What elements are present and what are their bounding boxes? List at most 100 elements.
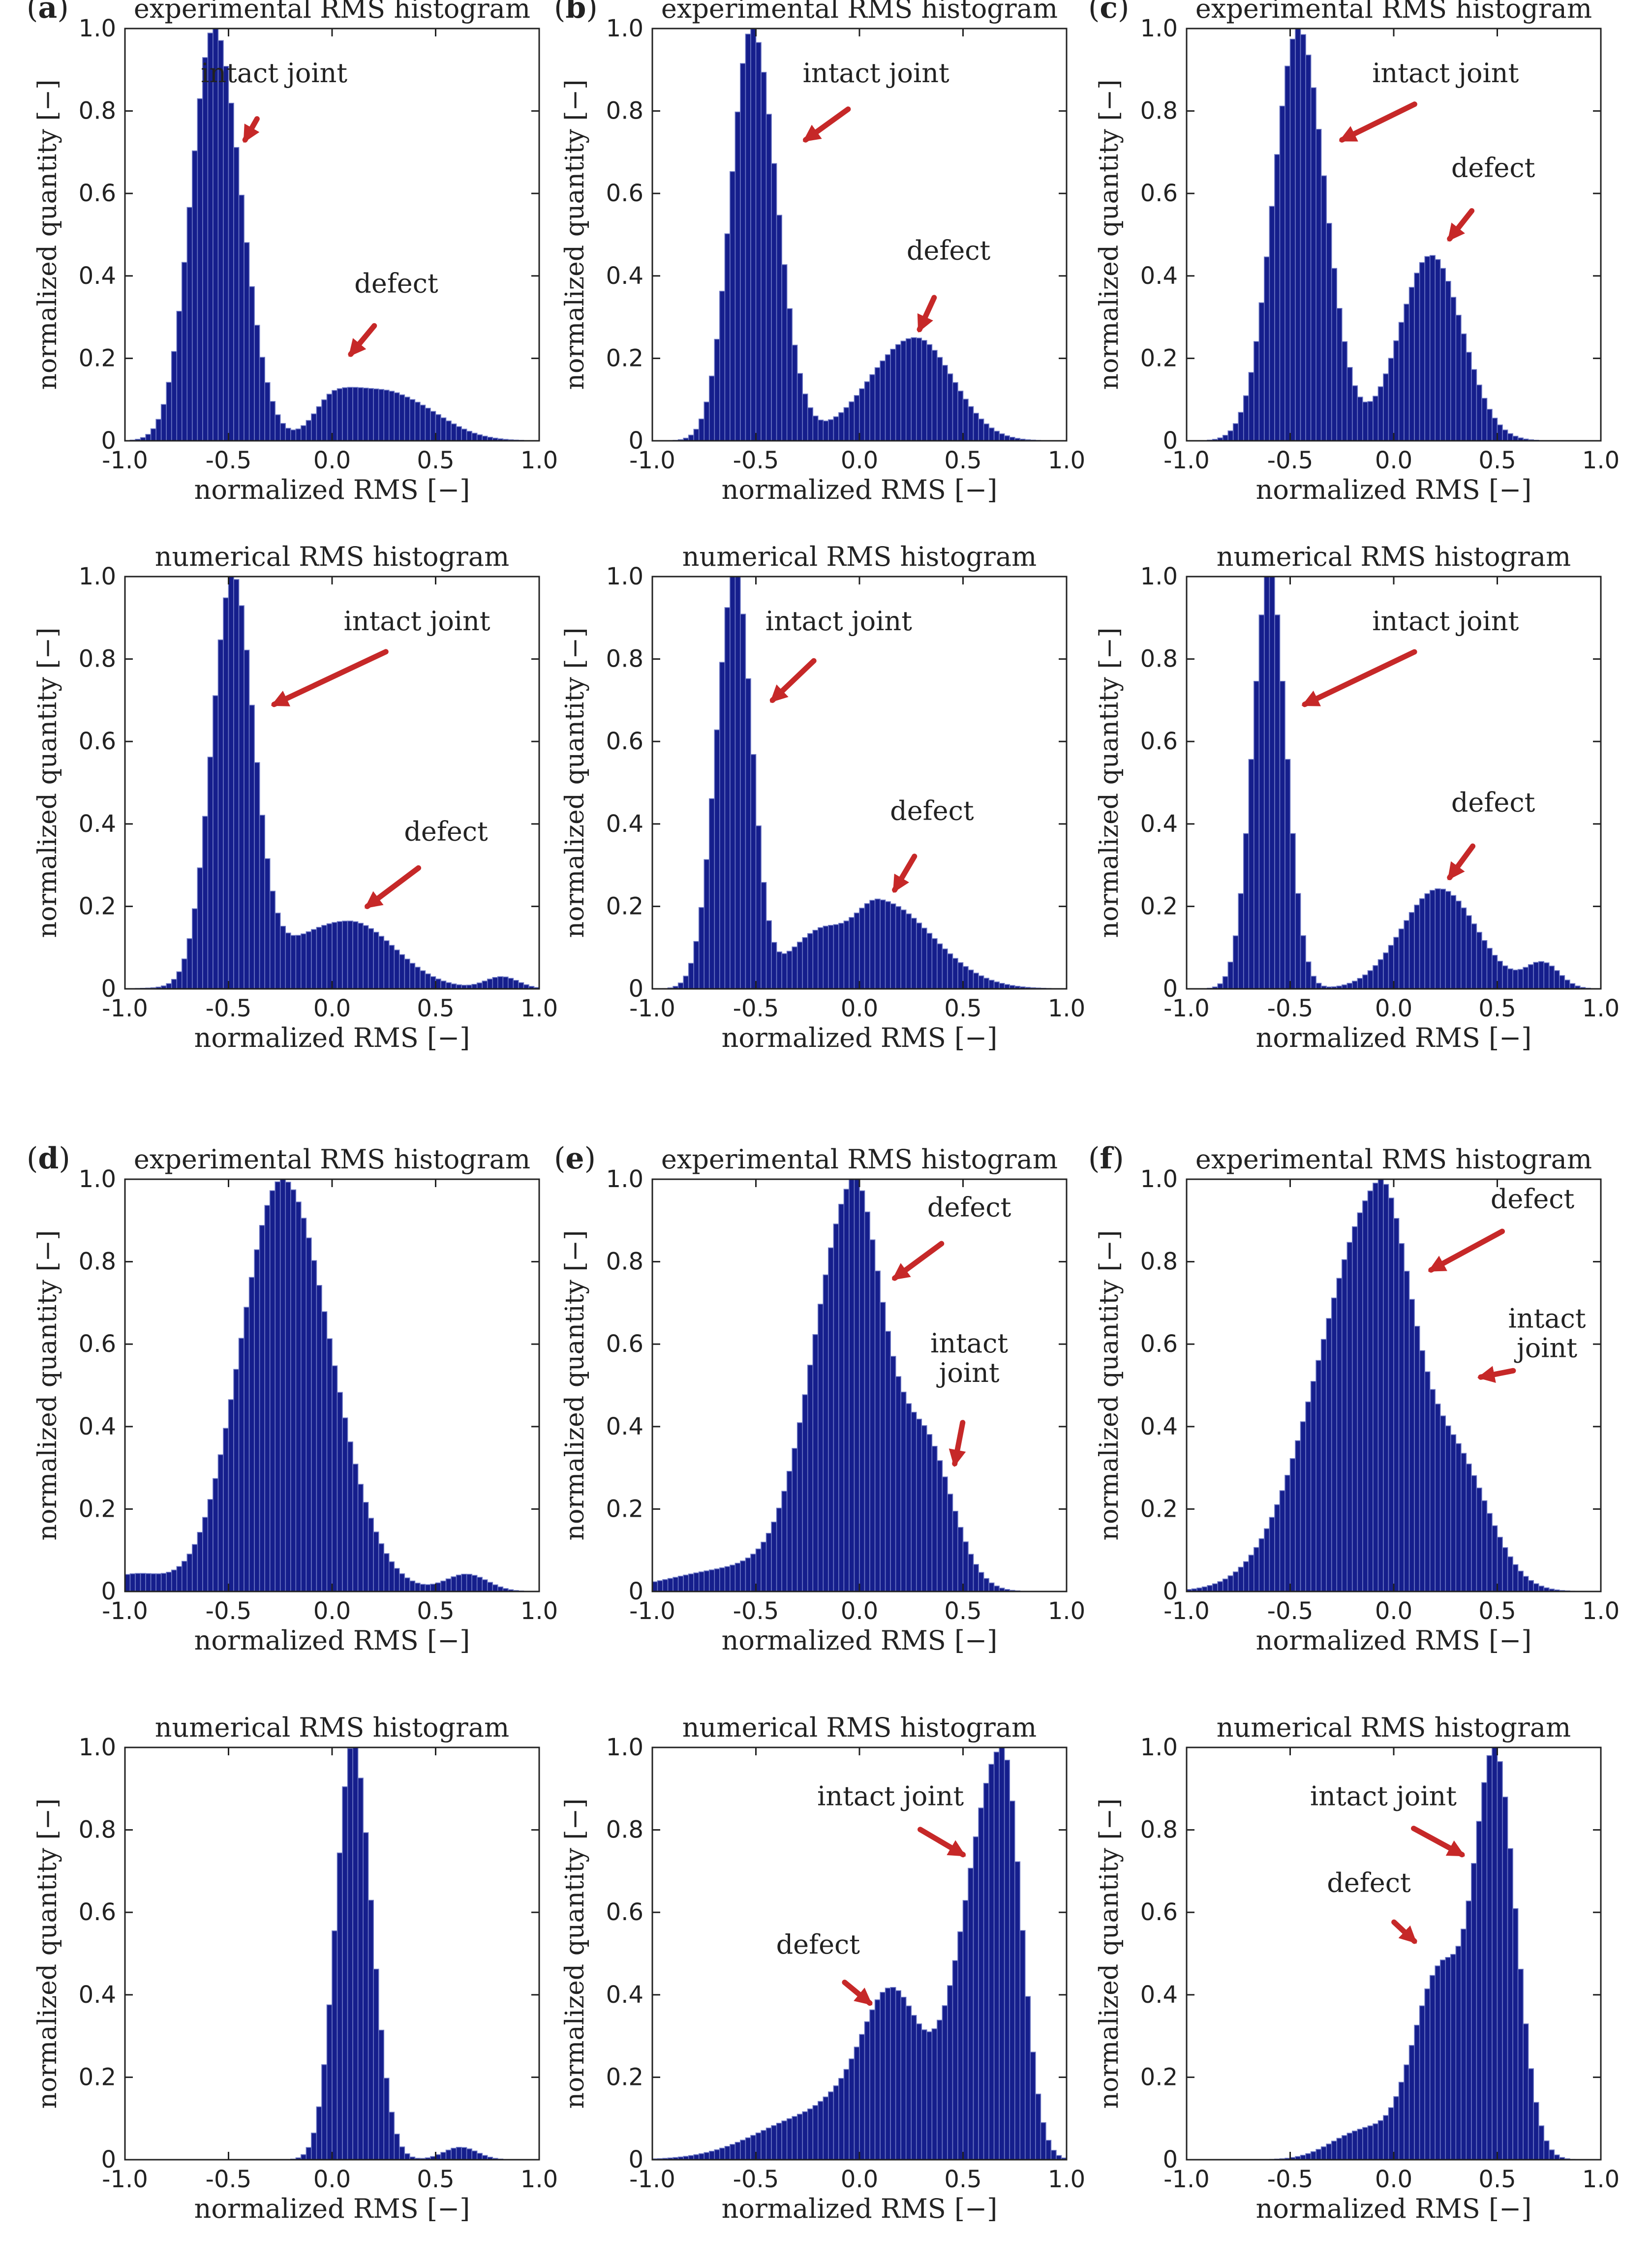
y-tick-label: 0.6	[79, 728, 116, 755]
histogram-bar	[911, 337, 917, 441]
histogram-bar	[973, 413, 979, 441]
histogram-bar	[1512, 1908, 1519, 2160]
histogram-bar	[223, 1428, 229, 1592]
histogram-bar	[740, 613, 746, 989]
histogram-bar	[1346, 2133, 1353, 2160]
histogram-bar	[1040, 2122, 1046, 2160]
histogram-bar	[745, 33, 751, 441]
histogram-bar	[259, 1225, 265, 1592]
y-tick-label: 0.8	[1140, 97, 1178, 125]
histogram-bar	[677, 1576, 684, 1592]
histogram-bar	[874, 1999, 881, 2160]
histogram-bar	[833, 2085, 839, 2160]
histogram-bar	[978, 975, 984, 989]
histogram-bar	[874, 898, 881, 989]
histogram-bar	[471, 432, 478, 441]
panel-label-letter: d	[38, 1141, 59, 1176]
histogram-bar	[859, 908, 865, 989]
histogram-bar	[1248, 759, 1254, 989]
y-tick-label: 0.2	[79, 344, 116, 372]
x-tick-label: -1.0	[1163, 1597, 1210, 1625]
histogram-bar	[1362, 401, 1369, 441]
histogram-bar	[1243, 395, 1250, 441]
histogram-bar	[755, 1548, 762, 1592]
x-tick-label: -1.0	[629, 447, 675, 474]
histogram-bar	[1419, 262, 1425, 441]
y-axis-label: normalized quantity [−]	[33, 1799, 62, 2109]
histogram-bar	[378, 2029, 385, 2160]
histogram-bar	[1393, 340, 1400, 441]
histogram-bar	[1009, 1801, 1015, 2160]
x-tick-label: 1.0	[1048, 1597, 1085, 1625]
histogram-bar	[734, 576, 741, 989]
histogram-bar	[337, 388, 343, 441]
annotation-label: defect	[1327, 1867, 1411, 1898]
histogram-bar	[1450, 895, 1457, 989]
histogram-bar	[1476, 1821, 1482, 2160]
x-tick-label: -0.5	[206, 1597, 252, 1625]
histogram-bar	[708, 798, 715, 989]
histogram-bar	[409, 399, 416, 441]
bars	[1186, 28, 1581, 441]
histogram-bar	[818, 2101, 824, 2160]
histogram-bar	[233, 579, 240, 989]
panel-label-close: )	[584, 1141, 596, 1176]
x-tick-label: 0.5	[417, 1597, 454, 1625]
histogram-bar	[688, 434, 695, 441]
histogram-bar	[869, 1239, 876, 1592]
y-tick-label: 1.0	[79, 1734, 116, 1761]
histogram-bar	[1450, 1434, 1457, 1592]
histogram-bar	[1377, 2120, 1384, 2160]
histogram-bar	[802, 937, 808, 989]
histogram-bar	[1476, 1487, 1482, 1592]
annotation-arrow	[348, 323, 377, 357]
panel-title: experimental RMS histogram	[1195, 1144, 1592, 1175]
histogram-bar	[1507, 1848, 1513, 2160]
histogram-bar	[843, 1189, 850, 1592]
histogram-bar	[1533, 1583, 1539, 1592]
histogram-bar	[1222, 1578, 1229, 1592]
histogram-bar	[755, 825, 762, 989]
histogram-bar	[719, 291, 726, 441]
histogram-bar	[973, 973, 979, 989]
panel-title: experimental RMS histogram	[661, 0, 1058, 24]
histogram-bar	[1564, 979, 1570, 989]
histogram-bar	[1331, 268, 1338, 441]
histogram-bar	[911, 2015, 917, 2160]
y-tick-label: 0	[101, 2146, 116, 2173]
histogram-bar	[1269, 1517, 1275, 1592]
histogram-bar	[1383, 373, 1389, 441]
histogram-bar	[812, 415, 819, 441]
histogram-bar	[399, 954, 405, 989]
histogram-bar	[714, 729, 720, 989]
y-tick-label: 1.0	[79, 15, 116, 42]
histogram-bar	[1362, 974, 1369, 989]
panel-label-close: )	[57, 0, 68, 25]
histogram-bar	[937, 357, 943, 441]
histogram-bar	[1346, 367, 1353, 441]
histogram-bar	[352, 1747, 359, 2160]
histogram-bar	[1004, 435, 1010, 441]
y-tick-label: 0.4	[1140, 810, 1178, 838]
histogram-bar	[1466, 915, 1472, 989]
histogram-bar	[476, 1577, 483, 1592]
histogram-bar	[734, 1562, 741, 1592]
histogram-bar	[1398, 2081, 1405, 2160]
y-tick-label: 0.4	[1140, 1981, 1178, 2009]
histogram-bar	[947, 1985, 953, 2160]
histogram-bar	[937, 1460, 943, 1592]
y-tick-label: 0	[1163, 975, 1178, 1003]
histogram-bar	[1341, 1259, 1348, 1592]
histogram-bar	[461, 2147, 467, 2160]
histogram-bar	[445, 2149, 452, 2160]
x-tick-label: 1.0	[1582, 1597, 1620, 1625]
histogram-bar	[1264, 576, 1270, 989]
histogram-bar	[1373, 396, 1379, 441]
histogram-bar	[1388, 2107, 1394, 2160]
histogram-bar	[367, 388, 374, 441]
histogram-bar	[921, 2029, 927, 2160]
histogram-bar	[952, 382, 958, 441]
bars	[124, 28, 540, 441]
annotation-arrow	[1447, 843, 1476, 881]
histogram-bar	[740, 2140, 746, 2160]
